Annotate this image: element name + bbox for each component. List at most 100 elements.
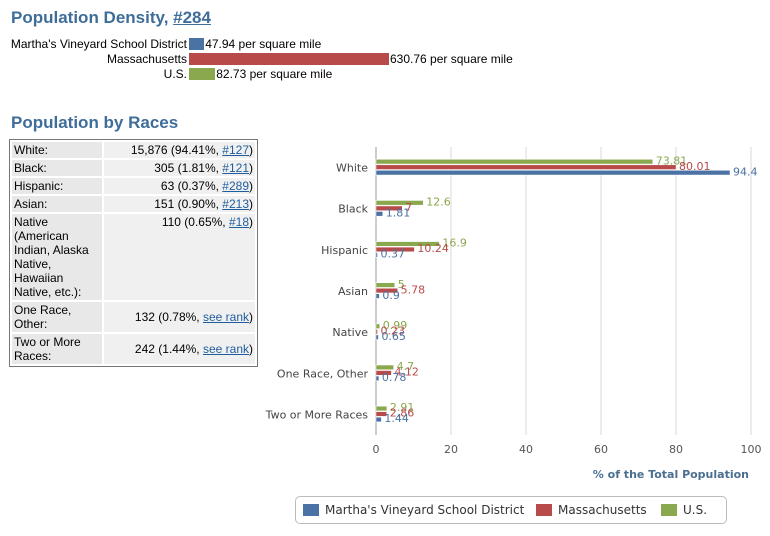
races-row-label: Asian: (12, 196, 102, 212)
races-value-text: 305 (1.81%, (154, 161, 223, 175)
data-label: 80.01 (679, 160, 711, 173)
legend-item: Martha's Vineyard School District (303, 503, 524, 517)
legend-item: U.S. (661, 503, 707, 517)
bar (375, 200, 424, 206)
data-label: 2.86 (390, 407, 415, 420)
races-heading: Population by Races (11, 113, 179, 132)
bar (375, 416, 382, 423)
races-row-label: Two or More Races: (12, 334, 102, 364)
races-value-text: 242 (1.44%, (134, 342, 203, 356)
legend-swatch (536, 504, 552, 516)
races-row-value: 15,876 (94.41%, #127) (104, 142, 255, 158)
bar (375, 329, 378, 335)
density-bar (189, 38, 205, 50)
x-tick-label: 60 (594, 443, 608, 456)
bar (375, 334, 379, 340)
bar (375, 205, 403, 211)
races-value-close: ) (249, 179, 253, 193)
bar (375, 282, 395, 288)
category-label: Black (338, 203, 368, 216)
bar (375, 159, 654, 165)
data-label: 0.65 (381, 330, 406, 343)
density-row: Massachusetts 630.76 per square mile (0, 52, 770, 67)
races-value-close: ) (249, 342, 253, 356)
races-row-value: 242 (1.44%, see rank) (104, 334, 255, 364)
category-label: Two or More Races (265, 408, 369, 421)
data-label: 12.6 (426, 195, 451, 208)
density-title: Population Density, (11, 8, 174, 27)
races-value-close: ) (249, 143, 253, 157)
category-label: Native (332, 326, 368, 339)
races-rank-link[interactable]: #127 (222, 143, 249, 157)
data-label: 5 (398, 278, 405, 291)
data-label: 1.44 (384, 412, 409, 425)
x-tick-label: 80 (669, 443, 683, 456)
density-row: Martha's Vineyard School District 47.94 p… (0, 37, 770, 52)
data-label: 5.78 (401, 283, 426, 296)
data-label: 7 (405, 201, 412, 214)
races-row-value: 305 (1.81%, #121) (104, 160, 255, 176)
races-row-label: White: (12, 142, 102, 158)
races-value-text: 132 (0.78%, (134, 310, 203, 324)
races-rank-link[interactable]: see rank (202, 342, 249, 356)
bar (375, 252, 378, 258)
data-label: 4.7 (397, 360, 415, 373)
density-rank-link[interactable]: #284 (173, 8, 211, 27)
races-value-text: 110 (0.65%, (161, 215, 229, 229)
x-axis-label: % of the Total Population (593, 468, 749, 481)
legend-swatch (303, 504, 319, 516)
density-row-value: 47.94 per square mile (205, 37, 322, 51)
density-row-label: Martha's Vineyard School District (10, 37, 187, 51)
category-label: Asian (338, 285, 368, 298)
races-value-close: ) (249, 161, 253, 175)
data-label: 0.9 (382, 289, 400, 302)
races-rank-link[interactable]: #18 (228, 215, 249, 229)
data-label: 0.78 (382, 371, 407, 384)
legend-item: Massachusetts (536, 503, 647, 517)
data-label: 0.23 (381, 324, 406, 337)
bar (375, 246, 415, 253)
races-value-text: 151 (0.90%, (154, 197, 223, 211)
races-value-close: ) (249, 197, 253, 211)
data-label: 2.91 (390, 401, 415, 414)
bar (375, 211, 384, 217)
legend-label: Massachusetts (558, 503, 647, 517)
races-row: Asian: 151 (0.90%, #213) (12, 196, 255, 212)
races-rank-link[interactable]: #213 (222, 197, 249, 211)
density-row: U.S. 82.73 per square mile (0, 67, 770, 82)
races-row: Native (American Indian, Alaska Native, … (12, 214, 255, 300)
races-rank-link[interactable]: #121 (222, 161, 249, 175)
races-row: Black: 305 (1.81%, #121) (12, 160, 255, 176)
races-rank-link[interactable]: see rank (202, 310, 249, 324)
density-row-label: Massachusetts (106, 52, 187, 66)
races-row-label: Native (American Indian, Alaska Native, … (12, 214, 102, 300)
bar (375, 293, 380, 299)
races-row: White: 15,876 (94.41%, #127) (12, 142, 255, 158)
bar (375, 164, 677, 170)
x-tick-label: 100 (741, 443, 762, 456)
density-bar (189, 68, 216, 80)
races-value-close: ) (249, 310, 253, 324)
races-value-text: 15,876 (94.41%, (130, 143, 223, 157)
bar (375, 241, 440, 247)
races-value-close: ) (249, 215, 253, 229)
races-row-value: 110 (0.65%, #18) (104, 214, 255, 300)
x-tick-label: 20 (444, 443, 458, 456)
data-label: 0.99 (383, 319, 408, 332)
x-tick-label: 40 (519, 443, 533, 456)
legend-label: Martha's Vineyard School District (325, 503, 525, 517)
races-row-value: 63 (0.37%, #289) (104, 178, 255, 194)
races-row-value: 151 (0.90%, #213) (104, 196, 255, 212)
races-row: One Race, Other: 132 (0.78%, see rank) (12, 302, 255, 332)
density-row-label: U.S. (163, 67, 187, 81)
data-label: 94.4 (733, 165, 758, 178)
density-heading: Population Density, #284 (11, 8, 211, 28)
data-label: 4.12 (394, 366, 419, 379)
races-row-label: One Race, Other: (12, 302, 102, 332)
data-label: 10.24 (417, 242, 449, 255)
races-row-label: Black: (12, 160, 102, 176)
races-rank-link[interactable]: #289 (222, 179, 249, 193)
bar (375, 323, 380, 329)
density-row-value: 630.76 per square mile (390, 52, 513, 66)
